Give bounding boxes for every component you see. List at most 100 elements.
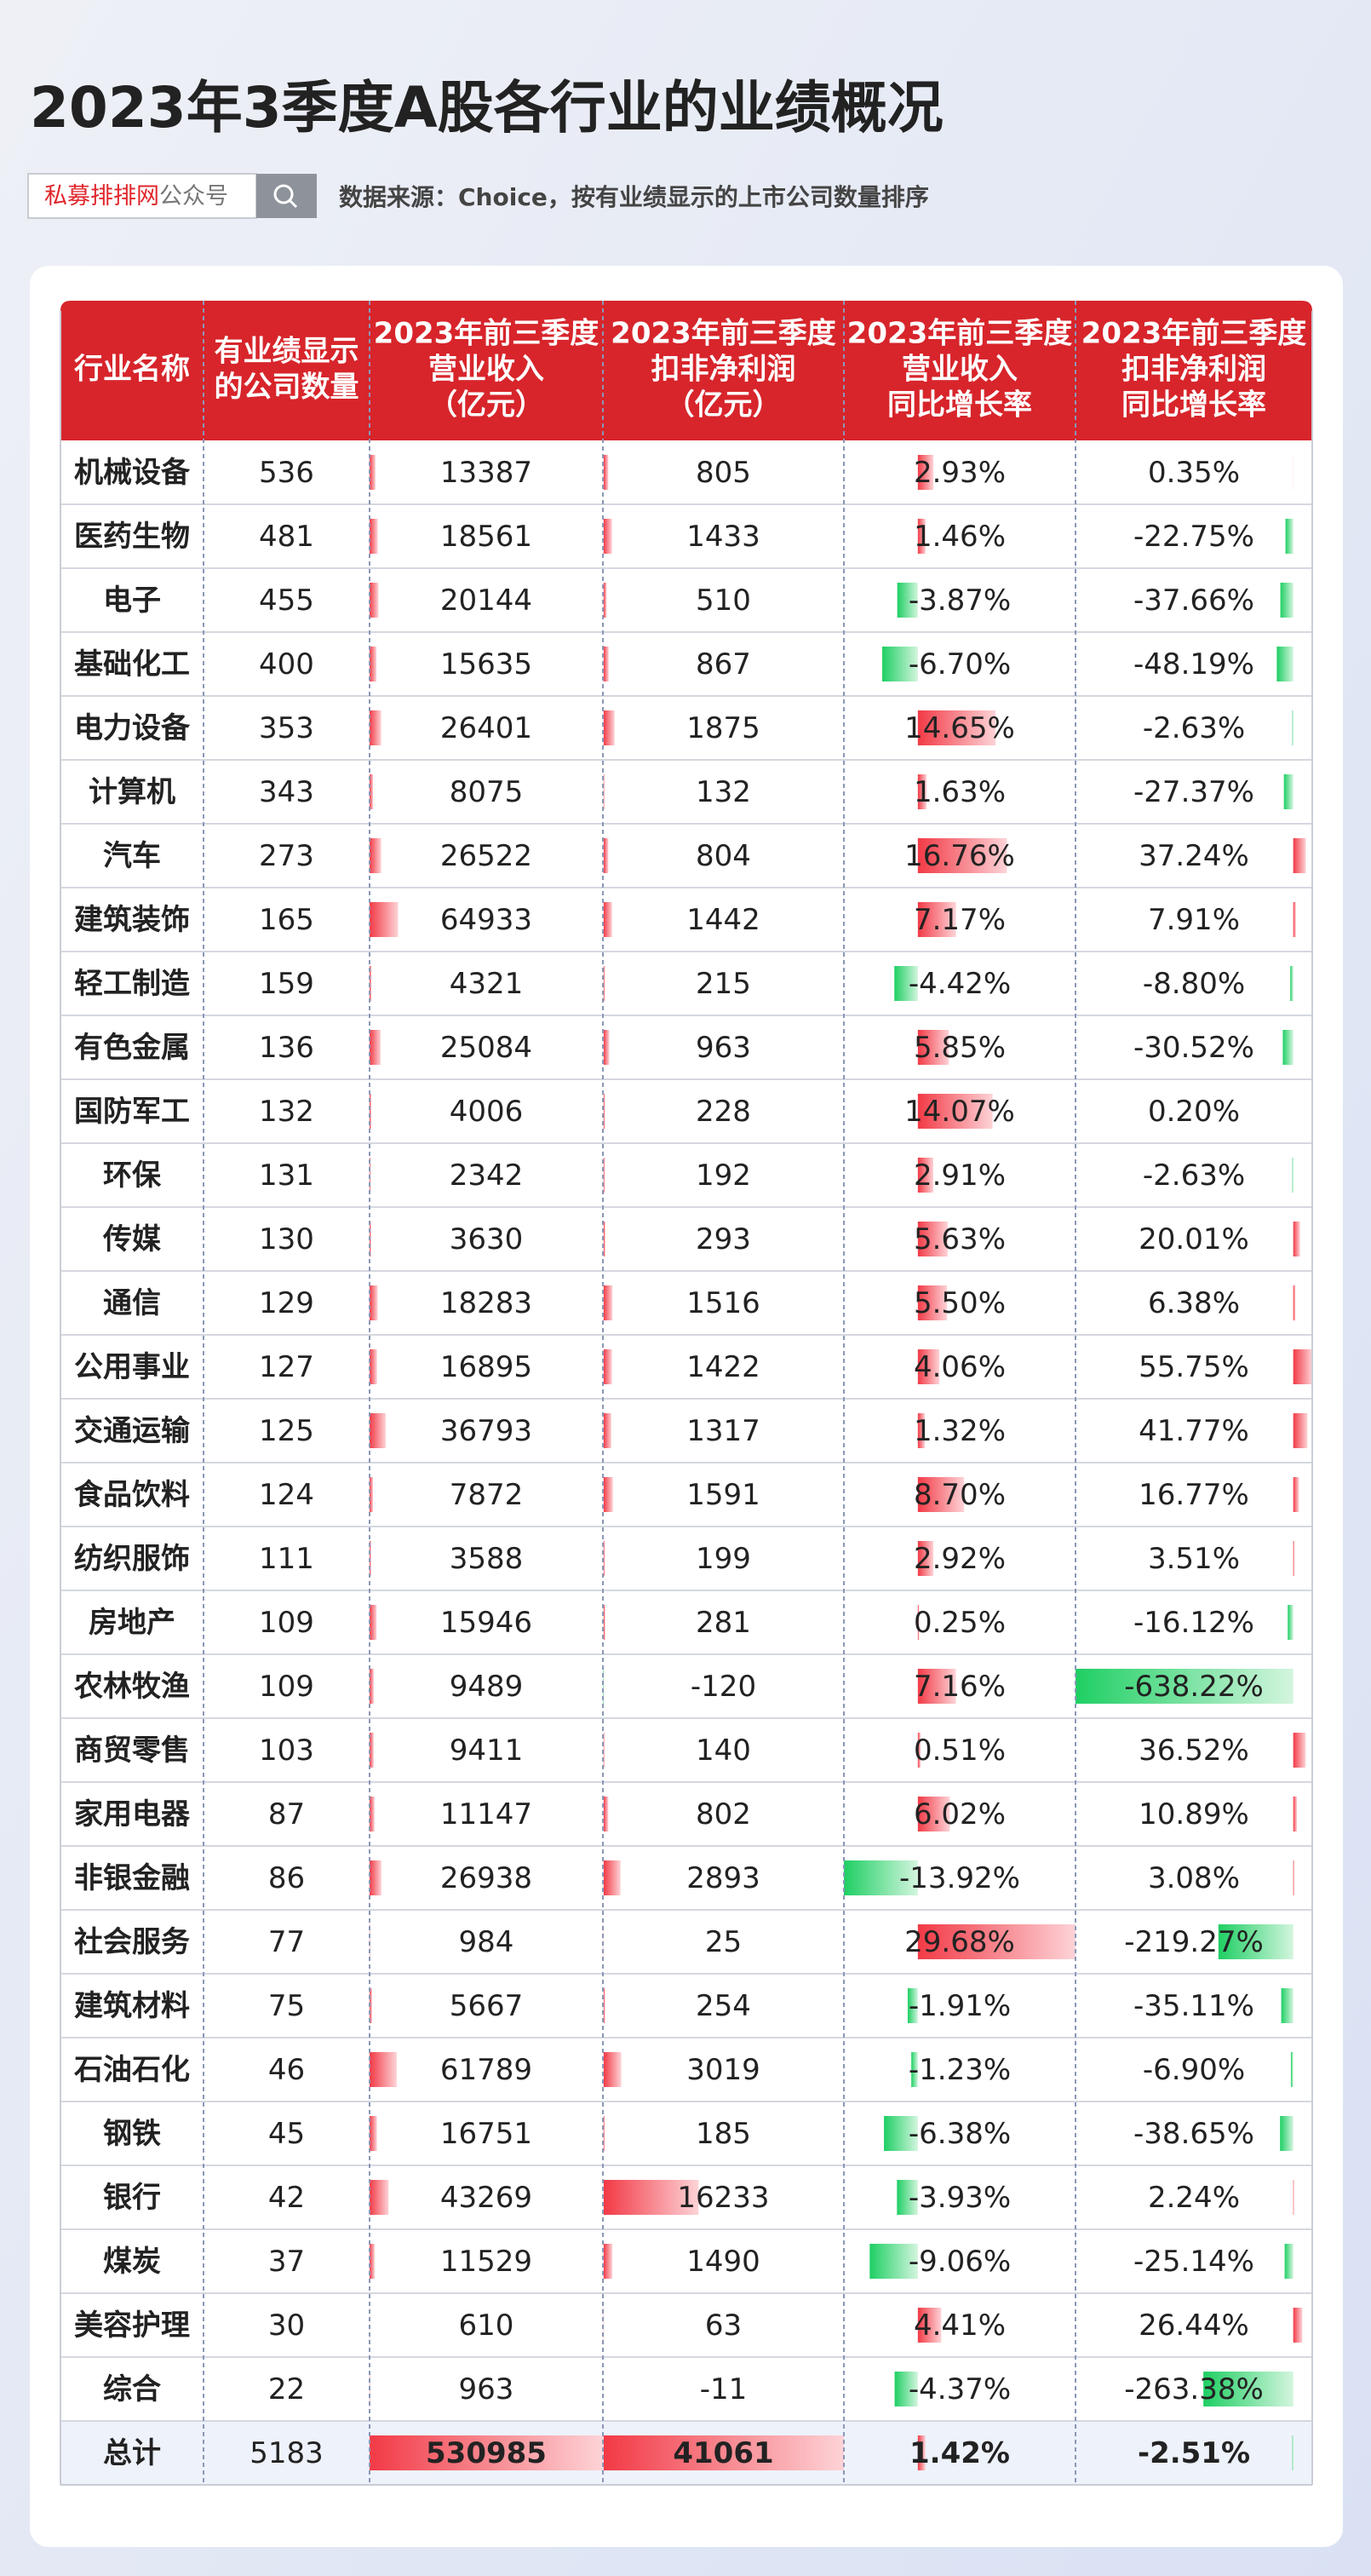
cell-value: -25.14%: [1133, 2245, 1254, 2279]
data-bar: [1290, 966, 1294, 1001]
cell-value: 2.93%: [914, 456, 1006, 490]
data-bar: [370, 710, 381, 745]
cell-value: 481: [259, 520, 314, 554]
industry-name: 家用电器: [74, 1797, 191, 1831]
cell-value: 804: [696, 839, 751, 873]
cell-value: -2.63%: [1143, 711, 1245, 745]
cell-value: -48.19%: [1133, 647, 1254, 681]
data-bar: [917, 1669, 956, 1704]
data-bar: [603, 2116, 605, 2151]
industry-name: 有色金属: [74, 1031, 190, 1065]
cell-value: 867: [696, 647, 751, 681]
cell-value: 1875: [686, 711, 760, 745]
cell-value: 15946: [440, 1606, 532, 1640]
cell-value: 41061: [673, 2436, 773, 2470]
cell-value: 7.16%: [914, 1670, 1006, 1704]
cell-value: 0.20%: [1148, 1095, 1240, 1129]
data-bar: [1285, 519, 1294, 554]
data-bar: [370, 902, 399, 937]
cell-value: 9411: [450, 1734, 524, 1768]
cell-value: 3630: [450, 1222, 524, 1256]
data-bar: [370, 2244, 375, 2279]
cell-value: 26.44%: [1139, 2309, 1249, 2343]
cell-value: 131: [259, 1159, 314, 1193]
cell-value: 963: [459, 2372, 514, 2406]
data-bar: [603, 1669, 604, 1704]
cell-value: 6.38%: [1148, 1286, 1240, 1320]
data-bar: [1280, 2116, 1294, 2151]
data-bar: [370, 966, 372, 1001]
cell-value: 5.50%: [914, 1286, 1006, 1320]
data-bar: [370, 1669, 374, 1704]
industry-name: 环保: [103, 1159, 162, 1193]
header-text: （亿元）: [428, 388, 544, 423]
data-bar: [1218, 1924, 1294, 1959]
cell-value: 343: [259, 775, 314, 809]
cell-value: 984: [459, 1925, 514, 1959]
data-bar: [603, 1605, 605, 1640]
cell-value: 129: [259, 1286, 314, 1320]
data-bar: [603, 1413, 611, 1448]
data-bar: [917, 1541, 934, 1576]
industry-name: 汽车: [103, 839, 161, 873]
cell-value: 63: [705, 2309, 742, 2343]
search-button[interactable]: [256, 174, 317, 218]
data-bar: [1293, 1349, 1312, 1384]
data-bar: [603, 583, 607, 618]
data-bar: [884, 2116, 918, 2151]
header-text: 的公司数量: [215, 371, 359, 405]
data-bar: [370, 1094, 372, 1129]
cell-value: -35.11%: [1133, 1989, 1254, 2023]
data-bar: [603, 1797, 609, 1831]
cell-value: 124: [259, 1478, 314, 1512]
data-bar: [1293, 1285, 1296, 1320]
cell-value: 8075: [450, 775, 524, 809]
cell-value: 8.70%: [914, 1478, 1006, 1512]
header-text: 2023年前三季度: [847, 317, 1073, 351]
cell-value: 30: [268, 2309, 305, 2343]
cell-value: -6.70%: [909, 647, 1011, 681]
search-box[interactable]: [27, 173, 257, 219]
industry-name: 食品饮料: [74, 1478, 190, 1512]
data-bar: [917, 519, 926, 554]
data-bar: [603, 774, 605, 809]
cell-value: 228: [696, 1095, 751, 1129]
data-bar: [603, 2244, 613, 2279]
data-bar: [894, 2372, 918, 2406]
cell-value: 22: [268, 2372, 305, 2406]
data-bar: [370, 2435, 603, 2470]
data-bar: [1293, 838, 1306, 873]
cell-value: 353: [259, 711, 314, 745]
cell-value: 45: [268, 2117, 305, 2151]
cell-value: 1591: [686, 1478, 760, 1512]
cell-value: 26938: [440, 1861, 532, 1895]
cell-value: 64933: [440, 903, 532, 937]
data-bar: [917, 902, 956, 937]
industry-name: 传媒: [102, 1222, 162, 1256]
industry-name: 计算机: [89, 775, 175, 809]
cell-value: 7872: [450, 1478, 524, 1512]
cell-value: -8.80%: [1143, 967, 1245, 1001]
cell-value: 103: [259, 1734, 314, 1768]
data-bar: [1292, 2435, 1294, 2470]
cell-value: 5.63%: [914, 1222, 1006, 1256]
cell-value: 455: [259, 584, 314, 618]
cell-value: 132: [259, 1095, 314, 1129]
cell-value: -3.93%: [909, 2181, 1011, 2215]
header-text: 扣非净利润: [1121, 353, 1266, 387]
cell-value: -6.38%: [909, 2117, 1011, 2151]
cell-value: -219.27%: [1124, 1925, 1264, 1959]
data-bar: [370, 1605, 377, 1640]
cell-value: 192: [696, 1159, 751, 1193]
data-bar: [603, 647, 609, 681]
cell-value: 9489: [450, 1670, 524, 1704]
data-bar: [1276, 647, 1294, 681]
data-bar: [917, 1349, 940, 1384]
data-bar: [894, 966, 918, 1001]
cell-value: 4006: [450, 1095, 524, 1129]
cell-value: -3.87%: [909, 584, 1011, 618]
cell-value: 5.85%: [914, 1031, 1006, 1065]
data-bar: [844, 1860, 918, 1895]
header-text: 同比增长率: [1121, 388, 1266, 423]
